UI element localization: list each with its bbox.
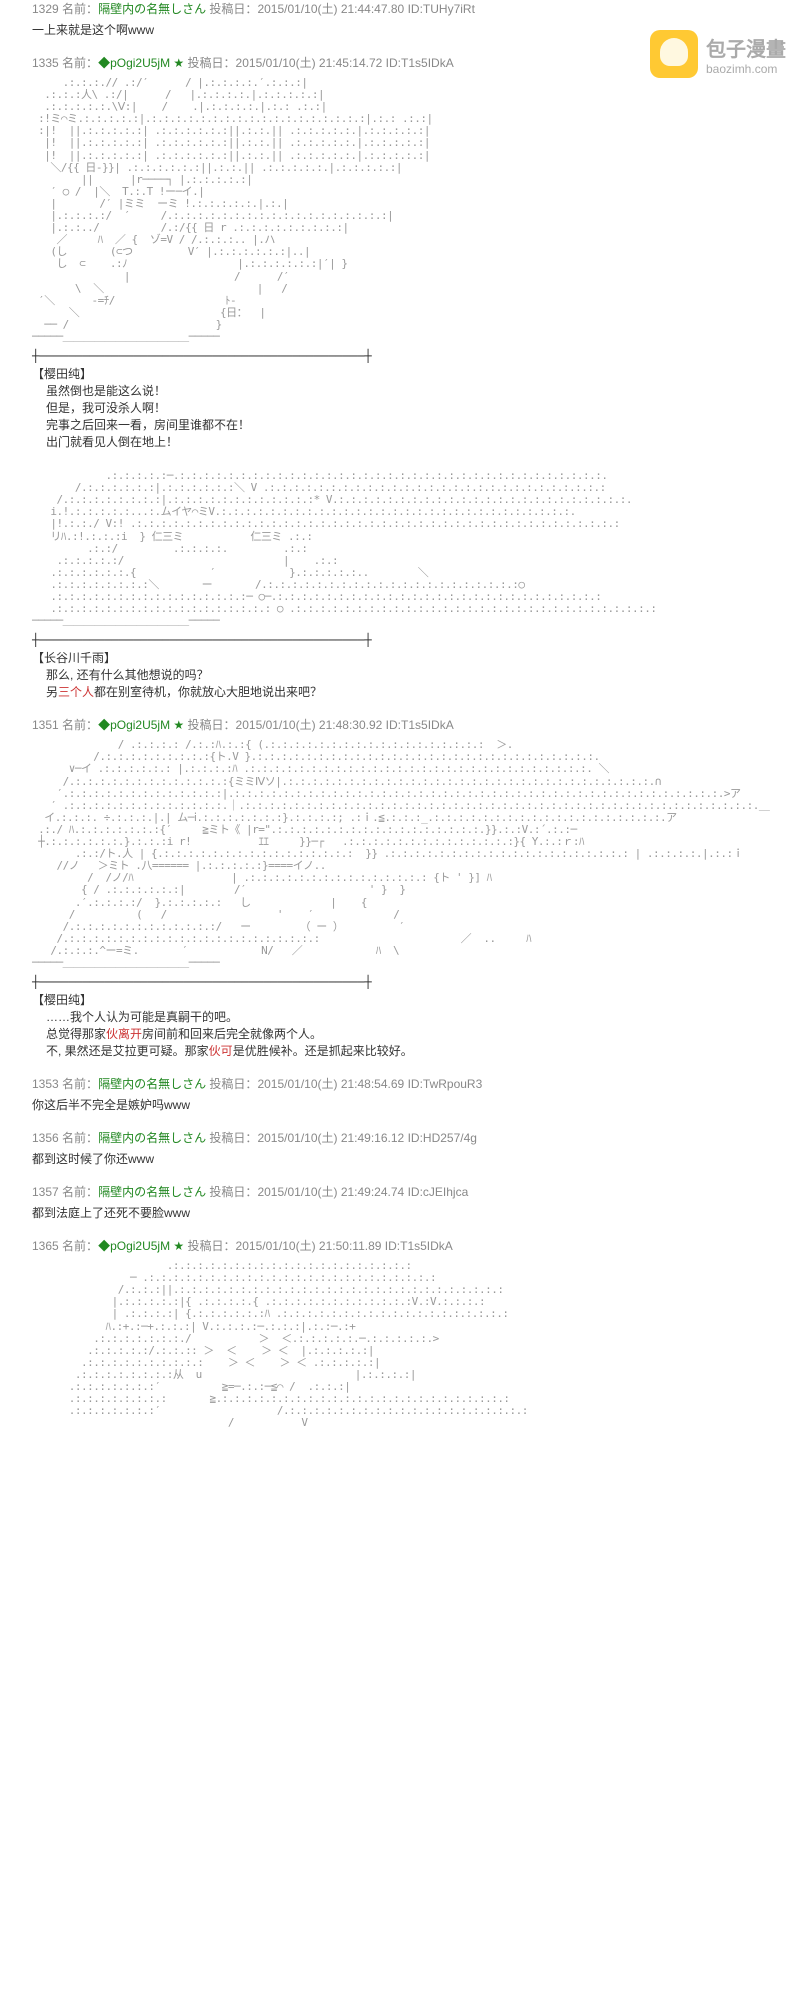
divider: ┼───────────────────────────────────────… (32, 975, 774, 989)
dialogue-line: 完事之后回来一看，房间里谁都不在！ (46, 416, 774, 433)
post-header: 1353 名前：隔壁内の名無しさん 投稿日：2015/01/10(土) 21:4… (32, 1075, 774, 1092)
ascii-art-2: .:.:.:.:.:─.:.:.:.:.:.:.:.:.:.:.:.:.:.:.… (32, 470, 774, 627)
post-name: ◆pOgi2U5jM ★ (98, 1239, 184, 1253)
post-num: 1351 (32, 718, 59, 732)
post-num: 1335 (32, 56, 59, 70)
post-id: HD257/4g (423, 1131, 477, 1145)
post-header: 1357 名前：隔壁内の名無しさん 投稿日：2015/01/10(土) 21:4… (32, 1183, 774, 1200)
post-body: 你这后半不完全是嫉妒吗www (32, 1096, 774, 1113)
ascii-art-1: .:.:.:.// .:/′ / |.:.:.:.:.′.:.:.:| .:.:… (32, 77, 774, 343)
post: 1357 名前：隔壁内の名無しさん 投稿日：2015/01/10(土) 21:4… (32, 1183, 774, 1221)
post: 1353 名前：隔壁内の名無しさん 投稿日：2015/01/10(土) 21:4… (32, 1075, 774, 1113)
highlight-text: 三个人 (58, 685, 94, 699)
post-name: 隔壁内の名無しさん (98, 1131, 206, 1145)
post-id: cJEIhjca (423, 1185, 468, 1199)
post-id: T1s5IDkA (400, 1239, 453, 1253)
post: 1351 名前：◆pOgi2U5jM ★ 投稿日：2015/01/10(土) 2… (32, 716, 774, 1059)
post-name: ◆pOgi2U5jM ★ (98, 56, 184, 70)
post-num: 1356 (32, 1131, 59, 1145)
post-name: ◆pOgi2U5jM ★ (98, 718, 184, 732)
dialogue-line: 出门就看见人倒在地上！ (46, 433, 774, 450)
post-id: TUHy7iRt (423, 2, 475, 16)
post: 1356 名前：隔壁内の名無しさん 投稿日：2015/01/10(土) 21:4… (32, 1129, 774, 1167)
post-num: 1329 (32, 2, 59, 16)
dialogue-line: 虽然倒也是能这么说！ (46, 382, 774, 399)
post-body: 都到这时候了你还www (32, 1150, 774, 1167)
dialogue-line: 不, 果然还是艾拉更可疑。那家伙可是优胜候补。还是抓起来比较好。 (46, 1042, 774, 1059)
divider: ┼───────────────────────────────────────… (32, 633, 774, 647)
logo-en: baozimh.com (706, 62, 786, 76)
ascii-art-4: .:.:.:.:.:.:.:.:.:.:.:.:.:.:.:.:.:.:.:.:… (32, 1260, 774, 1429)
post-date: 2015/01/10(土) 21:49:16.12 (257, 1131, 404, 1145)
post-name: 隔壁内の名無しさん (98, 2, 206, 16)
post: 1365 名前：◆pOgi2U5jM ★ 投稿日：2015/01/10(土) 2… (32, 1237, 774, 1429)
post-header: 1351 名前：◆pOgi2U5jM ★ 投稿日：2015/01/10(土) 2… (32, 716, 774, 733)
post-header: 1356 名前：隔壁内の名無しさん 投稿日：2015/01/10(土) 21:4… (32, 1129, 774, 1146)
speaker-name: 【樱田纯】 (32, 991, 774, 1008)
post-id: TwRpouR3 (423, 1077, 482, 1091)
post: 1335 名前：◆pOgi2U5jM ★ 投稿日：2015/01/10(土) 2… (32, 54, 774, 700)
logo-text: 包子漫畫 baozimh.com (706, 33, 786, 76)
ascii-art-3: / .:.:.:.: /.:.:ﾊ.:.:{ (.:.:.:.:.:.:.:.:… (32, 739, 774, 969)
dialogue-line: 另三个人都在别室待机，你就放心大胆地说出来吧？ (46, 683, 774, 700)
post-num: 1365 (32, 1239, 59, 1253)
speaker-name: 【长谷川千雨】 (32, 649, 774, 666)
post-name: 隔壁内の名無しさん (98, 1185, 206, 1199)
post-header: 1329 名前：隔壁内の名無しさん 投稿日：2015/01/10(土) 21:4… (32, 0, 774, 17)
post-id: T1s5IDkA (401, 56, 454, 70)
speaker-name: 【樱田纯】 (32, 365, 774, 382)
highlight-text: 伙离开 (106, 1027, 142, 1041)
post-name: 隔壁内の名無しさん (98, 1077, 206, 1091)
post-id: T1s5IDkA (401, 718, 454, 732)
post-date: 2015/01/10(土) 21:45:14.72 (236, 56, 383, 70)
highlight-text: 伙可 (209, 1044, 233, 1058)
divider: ┼───────────────────────────────────────… (32, 349, 774, 363)
dialogue-line: 那么, 还有什么其他想说的吗？ (46, 666, 774, 683)
post-date: 2015/01/10(土) 21:44:47.80 (257, 2, 404, 16)
post-date: 2015/01/10(土) 21:50:11.89 (236, 1239, 382, 1253)
dialogue-line: 但是，我可没杀人啊！ (46, 399, 774, 416)
post-date: 2015/01/10(土) 21:49:24.74 (257, 1185, 404, 1199)
watermark-logo: 包子漫畫 baozimh.com (650, 30, 786, 78)
post-body: 都到法庭上了还死不要脸www (32, 1204, 774, 1221)
post-header: 1365 名前：◆pOgi2U5jM ★ 投稿日：2015/01/10(土) 2… (32, 1237, 774, 1254)
post-num: 1353 (32, 1077, 59, 1091)
post-date: 2015/01/10(土) 21:48:54.69 (257, 1077, 404, 1091)
bao-icon (650, 30, 698, 78)
dialogue-line: 总觉得那家伙离开房间前和回来后完全就像两个人。 (46, 1025, 774, 1042)
dialogue-line: ……我个人认为可能是真嗣干的吧。 (46, 1008, 774, 1025)
post-date: 2015/01/10(土) 21:48:30.92 (236, 718, 383, 732)
post-num: 1357 (32, 1185, 59, 1199)
logo-cn: 包子漫畫 (706, 33, 786, 62)
